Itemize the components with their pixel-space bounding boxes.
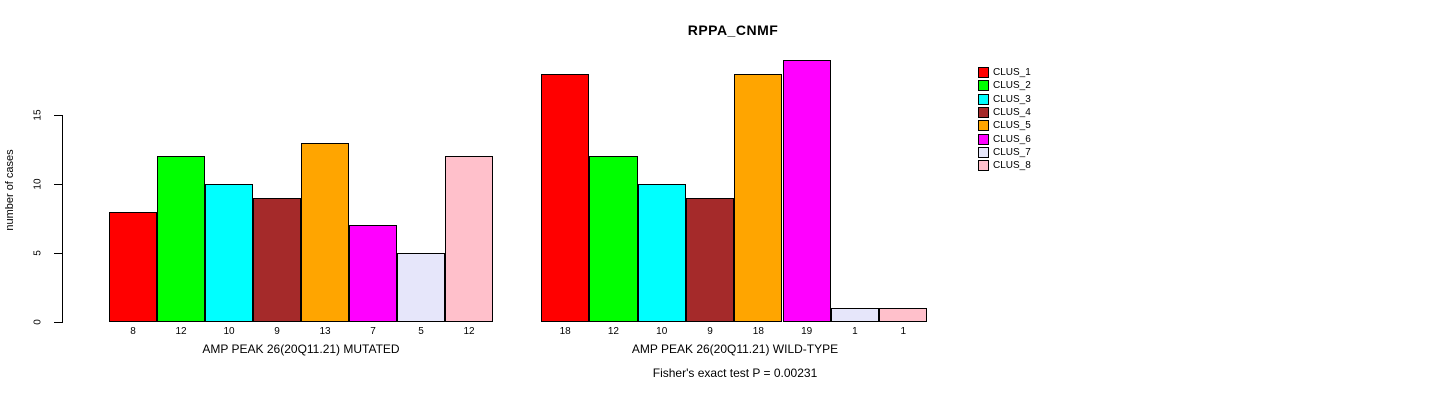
legend-label: CLUS_7 xyxy=(993,146,1031,158)
bar-clus_3 xyxy=(637,184,686,322)
bar-value-label: 9 xyxy=(274,326,280,337)
y-tick-mark xyxy=(54,115,62,116)
bar-clus_8 xyxy=(879,308,928,322)
bar-clus_6 xyxy=(349,225,397,322)
bar-clus_7 xyxy=(397,253,445,322)
legend-color-swatch xyxy=(978,120,989,132)
legend: CLUS_1 CLUS_2 CLUS_3 CLUS_4 CLUS_5 CLUS_6 CLUS… xyxy=(978,66,1031,172)
bar-clus_2 xyxy=(157,156,205,322)
bar-value-label: 19 xyxy=(801,326,813,337)
bar-value-label: 8 xyxy=(130,326,136,337)
bar-clus_2 xyxy=(589,156,638,322)
bar-value-label: 1 xyxy=(900,326,907,337)
y-tick-mark xyxy=(54,253,62,254)
bar-value-label: 12 xyxy=(463,326,475,337)
legend-label: CLUS_8 xyxy=(993,160,1031,172)
bar-clus_7 xyxy=(830,308,880,322)
bar-clus_4 xyxy=(685,197,735,322)
legend-color-swatch xyxy=(978,107,989,119)
legend-item: CLUS_4 xyxy=(978,106,1031,119)
bar-clus_8 xyxy=(445,156,493,322)
bar-clus_6 xyxy=(782,59,831,322)
legend-label: CLUS_1 xyxy=(993,67,1031,79)
legend-item: CLUS_1 xyxy=(978,66,1031,79)
y-axis-title: number of cases xyxy=(4,149,16,231)
fisher-test-annotation: Fisher's exact test P = 0.00231 xyxy=(652,366,818,380)
bar-clus_4 xyxy=(253,197,301,322)
y-tick-label: 10 xyxy=(32,178,44,190)
legend-color-swatch xyxy=(978,160,989,172)
bar-value-label: 10 xyxy=(656,326,668,337)
legend-label: CLUS_3 xyxy=(993,93,1031,105)
legend-item: CLUS_6 xyxy=(978,132,1031,145)
legend-color-swatch xyxy=(978,146,989,158)
bar-clus_1 xyxy=(541,73,590,322)
legend-color-swatch xyxy=(978,67,989,79)
legend-label: CLUS_6 xyxy=(993,133,1031,145)
legend-label: CLUS_5 xyxy=(993,120,1031,132)
legend-color-swatch xyxy=(978,133,989,145)
bar-value-label: 13 xyxy=(319,326,331,337)
y-axis-line xyxy=(62,115,63,323)
bar-clus_3 xyxy=(205,184,253,322)
bar-clus_5 xyxy=(734,73,783,322)
legend-color-swatch xyxy=(978,93,989,105)
y-tick-label: 5 xyxy=(32,250,44,256)
bar-value-label: 18 xyxy=(559,326,571,337)
legend-item: CLUS_3 xyxy=(978,93,1031,106)
bar-value-label: 12 xyxy=(607,326,619,337)
y-tick-mark xyxy=(54,184,62,185)
bar-clus_5 xyxy=(301,142,349,322)
chart-title: RPPA_CNMF xyxy=(687,22,779,38)
bar-value-label: 10 xyxy=(223,326,235,337)
bar-value-label: 7 xyxy=(370,326,376,337)
y-tick-label: 0 xyxy=(32,319,44,325)
legend-label: CLUS_2 xyxy=(993,80,1031,92)
bar-value-label: 1 xyxy=(852,326,858,337)
bar-value-label: 9 xyxy=(707,326,713,337)
y-tick-label: 15 xyxy=(32,109,44,121)
bar-value-label: 18 xyxy=(752,326,764,337)
y-tick-mark xyxy=(54,322,62,323)
bar-clus_1 xyxy=(109,211,157,322)
legend-item: CLUS_7 xyxy=(978,146,1031,159)
x-axis-title-mutated: AMP PEAK 26(20Q11.21) MUTATED xyxy=(202,342,400,356)
legend-label: CLUS_4 xyxy=(993,107,1031,119)
bar-value-label: 12 xyxy=(175,326,187,337)
x-axis-title-wildtype: AMP PEAK 26(20Q11.21) WILD-TYPE xyxy=(631,342,839,356)
legend-item: CLUS_5 xyxy=(978,119,1031,132)
legend-item: CLUS_8 xyxy=(978,159,1031,172)
bar-value-label: 5 xyxy=(418,326,424,337)
legend-item: CLUS_2 xyxy=(978,79,1031,92)
legend-color-swatch xyxy=(978,80,989,92)
